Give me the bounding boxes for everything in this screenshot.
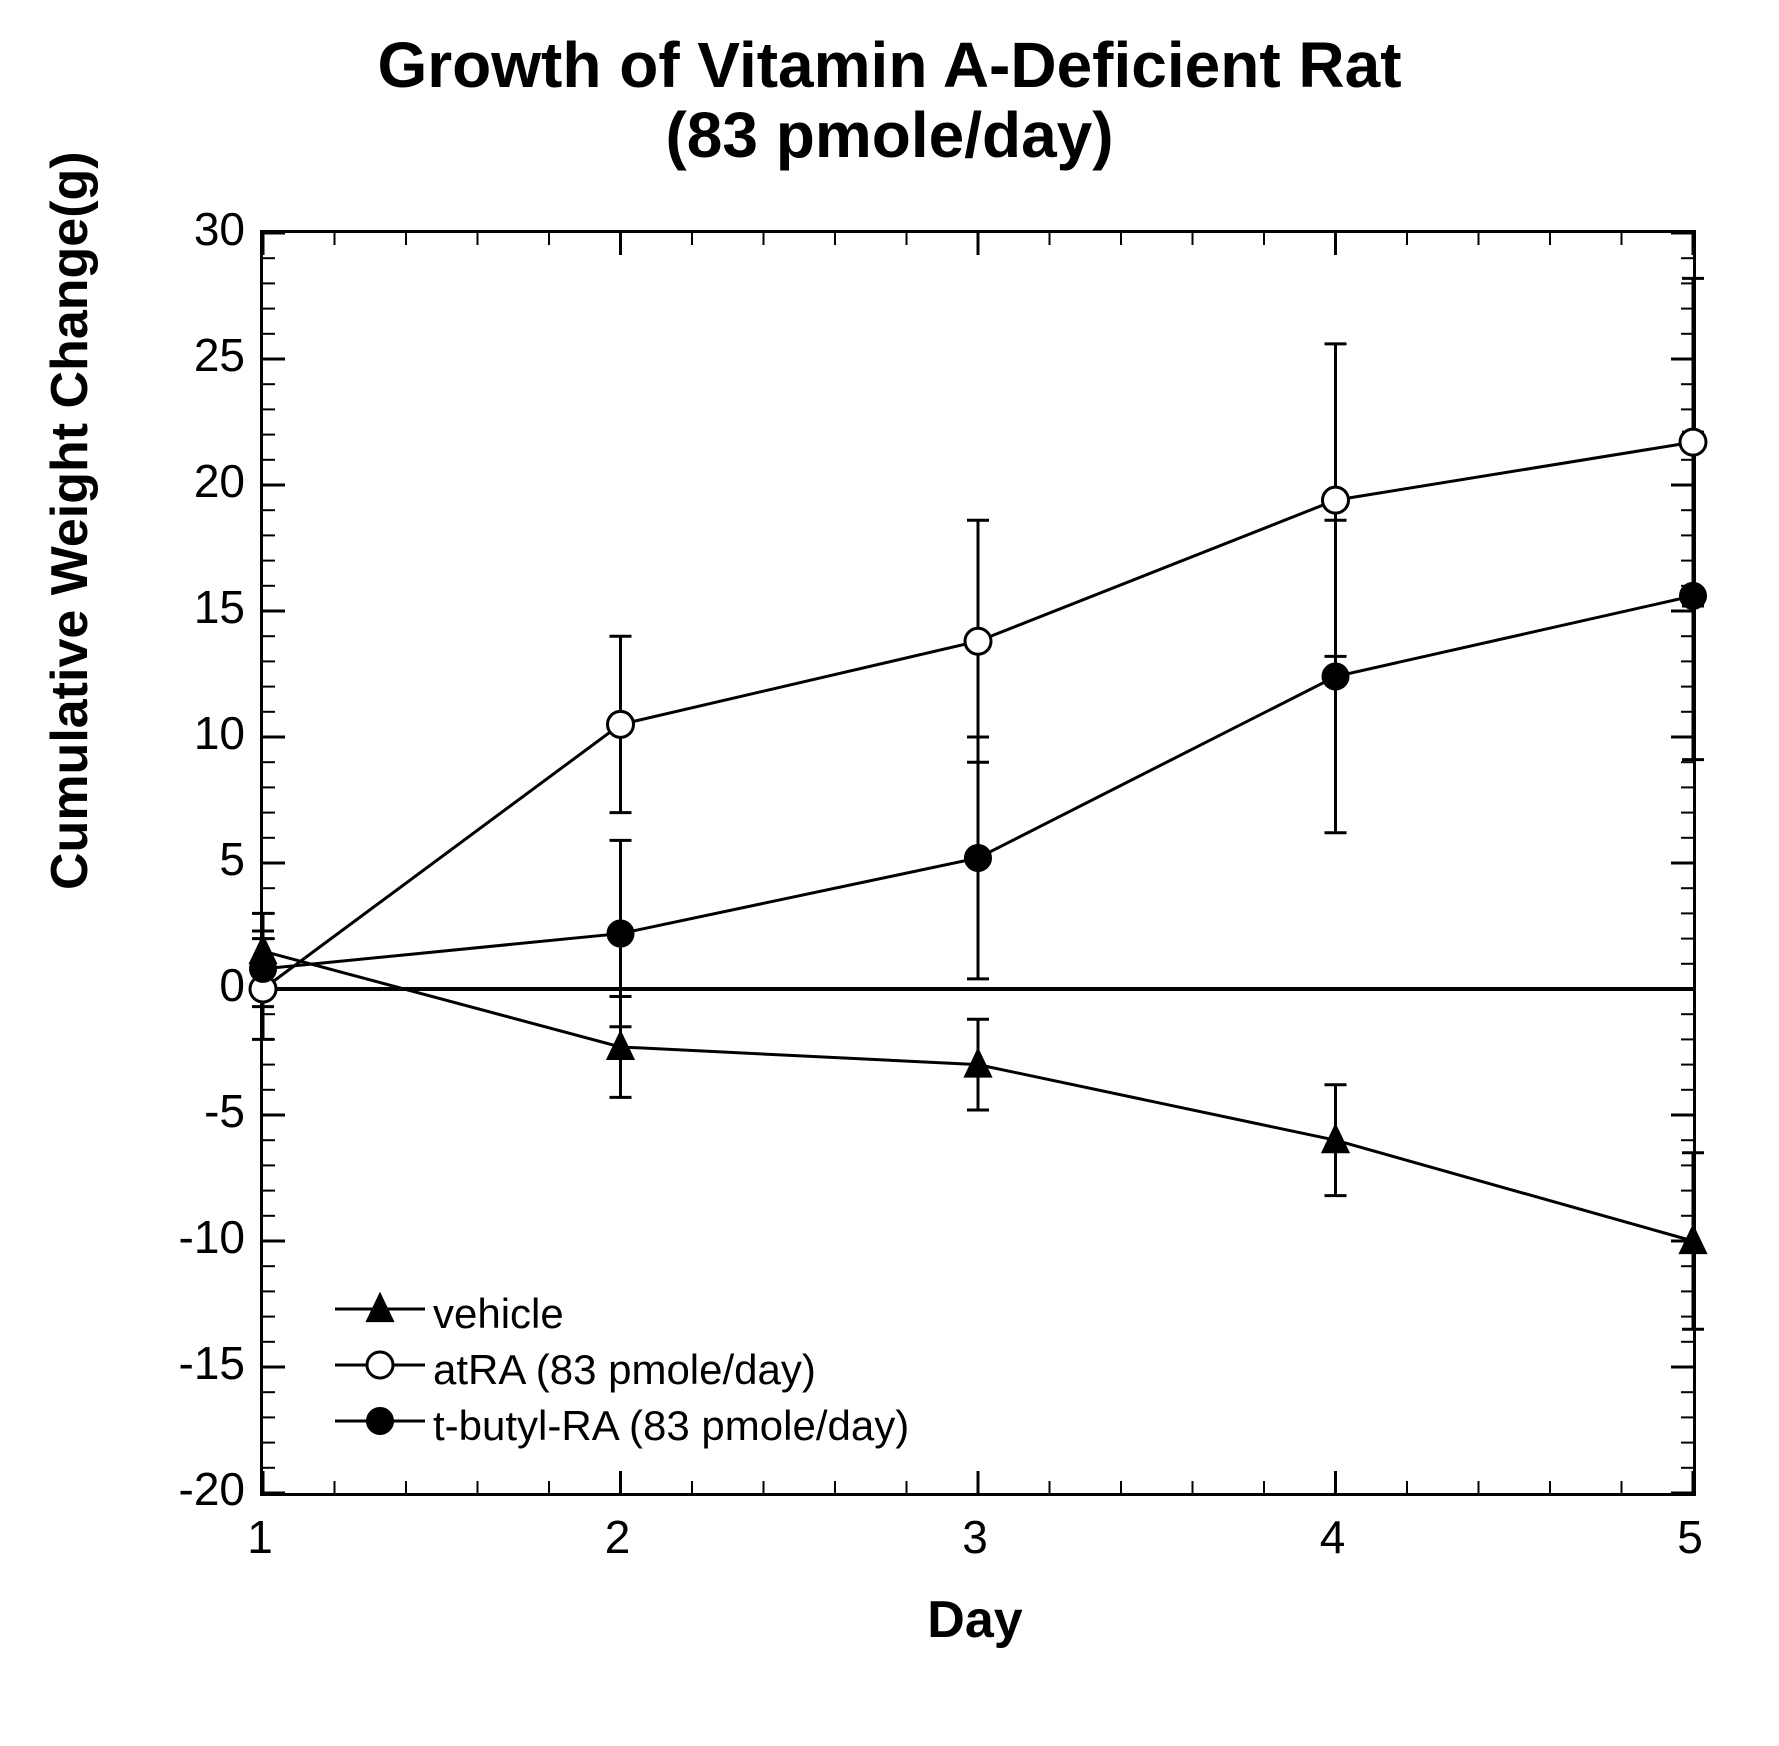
x-tick-label: 2 [578,1510,658,1564]
x-tick-label: 1 [220,1510,300,1564]
legend-marker-icon [335,1346,425,1394]
y-axis-label: Cumulative Weight Change(g) [40,830,100,890]
y-tick-label: 10 [125,706,245,760]
y-tick-label: -5 [125,1084,245,1138]
y-tick-label: -20 [125,1462,245,1516]
legend: vehicle atRA (83 pmole/day) t-butyl-RA (83… [335,1290,909,1458]
chart-container: Growth of Vitamin A-Deficient Rat (83 pm… [0,0,1779,1746]
x-axis-label: Day [260,1590,1690,1650]
x-tick-label: 3 [935,1510,1015,1564]
legend-item: atRA (83 pmole/day) [335,1346,909,1394]
legend-label: t-butyl-RA (83 pmole/day) [433,1402,909,1450]
legend-marker-icon [335,1402,425,1450]
legend-item: vehicle [335,1290,909,1338]
y-tick-label: -10 [125,1210,245,1264]
y-tick-label: -15 [125,1336,245,1390]
y-tick-label: 0 [125,958,245,1012]
legend-label: atRA (83 pmole/day) [433,1346,816,1394]
y-tick-label: 30 [125,202,245,256]
chart-title-line2: (83 pmole/day) [0,100,1779,170]
y-tick-label: 25 [125,328,245,382]
legend-marker-icon [335,1290,425,1338]
y-tick-label: 5 [125,832,245,886]
legend-item: t-butyl-RA (83 pmole/day) [335,1402,909,1450]
x-tick-label: 4 [1293,1510,1373,1564]
chart-title: Growth of Vitamin A-Deficient Rat (83 pm… [0,30,1779,171]
legend-label: vehicle [433,1290,564,1338]
x-tick-label: 5 [1650,1510,1730,1564]
y-tick-label: 15 [125,580,245,634]
y-tick-label: 20 [125,454,245,508]
chart-title-line1: Growth of Vitamin A-Deficient Rat [0,30,1779,100]
